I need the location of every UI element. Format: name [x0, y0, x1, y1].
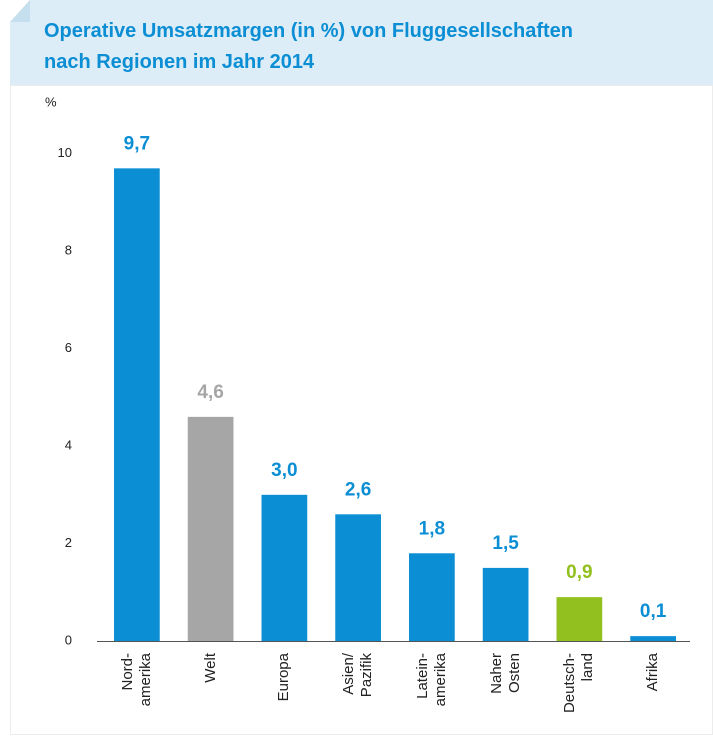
x-tick-label: Asien/ Pazifik — [340, 653, 376, 698]
bar — [335, 514, 381, 641]
value-label: 9,7 — [124, 133, 150, 154]
x-tick-label: Latein- amerika — [413, 653, 449, 707]
value-label: 4,6 — [197, 382, 223, 403]
x-tick-label: Europa — [275, 653, 293, 702]
header-fold-shadow — [10, 0, 30, 22]
y-tick-label: 6 — [65, 340, 72, 355]
x-tick-label: Deutsch- land — [561, 653, 597, 714]
bar — [409, 553, 455, 641]
y-axis-label: % — [45, 94, 57, 109]
bar — [482, 567, 529, 641]
y-tick-label: 2 — [65, 535, 72, 550]
bar — [261, 494, 308, 641]
y-tick-label: 4 — [65, 438, 72, 453]
value-label: 2,6 — [345, 479, 371, 500]
value-label: 0,9 — [566, 562, 592, 583]
bar — [630, 636, 676, 641]
bar — [187, 416, 234, 641]
y-tick-label: 0 — [65, 632, 72, 647]
bar — [556, 597, 603, 641]
y-tick-label: 8 — [65, 243, 72, 258]
header-band — [10, 0, 713, 85]
value-label: 0,1 — [640, 601, 667, 622]
value-label: 1,8 — [419, 518, 445, 539]
x-tick-label: Welt — [201, 653, 219, 683]
x-tick-label: Naher Osten — [487, 653, 523, 694]
y-tick-label: 10 — [58, 145, 72, 160]
value-label: 1,5 — [492, 533, 519, 554]
bar — [114, 168, 160, 641]
value-label: 3,0 — [271, 460, 297, 481]
chart-title: Operative Umsatzmargen (in %) von Flugge… — [44, 20, 574, 73]
x-tick-label: Nord- amerika — [118, 653, 154, 707]
x-tick-label: Afrika — [644, 653, 662, 692]
